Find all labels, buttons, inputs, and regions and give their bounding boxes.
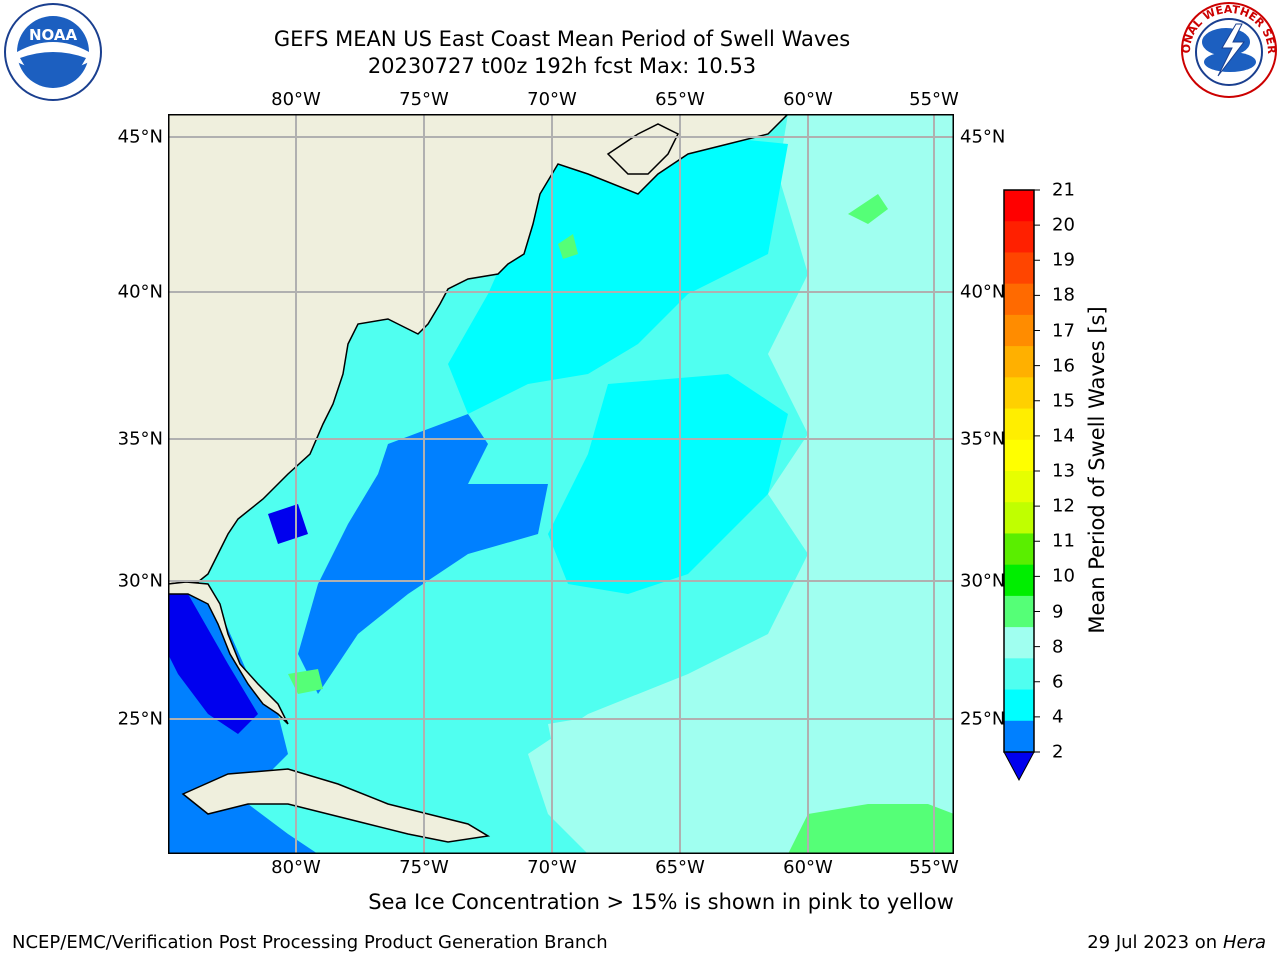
swell-region-2-4s <box>168 804 318 854</box>
colorbar-swatch <box>1004 283 1034 316</box>
sea-ice-note: Sea Ice Concentration > 15% is shown in … <box>368 890 954 914</box>
swell-region-9-10s <box>558 234 578 259</box>
colorbar-tick-label: 16 <box>1052 355 1075 377</box>
colorbar-label: Mean Period of Swell Waves [s] <box>1085 306 1109 634</box>
land-north-america <box>168 114 790 585</box>
lat-label-left: 30°N <box>117 570 163 592</box>
swell-region-2-4s-deep <box>268 504 308 544</box>
colorbar-tick-label: 14 <box>1052 425 1075 447</box>
colorbar-tick-label: 8 <box>1052 636 1064 658</box>
colorbar-tick-label: 18 <box>1052 284 1075 306</box>
colorbar-swatch <box>1004 658 1034 691</box>
colorbar-swatch <box>1004 689 1034 722</box>
colorbar-swatch <box>1004 439 1034 472</box>
swell-period-map <box>168 114 954 854</box>
colorbar-swatch <box>1004 627 1034 659</box>
footer-host: Hera <box>1222 932 1266 953</box>
swell-region-9-10s <box>848 194 888 224</box>
chart-title: GEFS MEAN US East Coast Mean Period of S… <box>273 27 851 51</box>
colorbar-tick-label: 11 <box>1052 530 1075 552</box>
lon-label-top: 70°W <box>527 89 577 110</box>
footer-date-text: 29 Jul 2023 on <box>1087 932 1218 953</box>
lon-label-bottom: 70°W <box>527 857 577 878</box>
footer-date: 29 Jul 2023 on Hera <box>1087 932 1266 953</box>
swell-region-8-9s <box>548 714 638 794</box>
lon-label-bottom: 75°W <box>399 857 449 878</box>
colorbar-tick-label: 2 <box>1052 741 1064 763</box>
colorbar-tick-label: 17 <box>1052 320 1075 341</box>
lon-label-bottom: 80°W <box>271 857 321 878</box>
colorbar-swatch <box>1004 190 1034 222</box>
lon-label-bottom: 65°W <box>655 857 705 878</box>
graticule <box>168 114 954 854</box>
colorbar-swatch <box>1004 252 1034 285</box>
colorbar-tick-label: 19 <box>1052 249 1075 271</box>
lon-label-top: 80°W <box>271 89 321 110</box>
lat-label-right: 25°N <box>960 708 1006 730</box>
lat-label-right: 40°N <box>960 281 1006 303</box>
colorbar-tick-label: 20 <box>1052 214 1075 236</box>
colorbar-swatch <box>1004 471 1034 503</box>
lon-label-top: 75°W <box>399 89 449 110</box>
chart-subtitle: 20230727 t00z 192h fcst Max: 10.53 <box>367 54 757 78</box>
colorbar-tick-label: 21 <box>1052 179 1075 201</box>
colorbar-tick-label: 15 <box>1052 390 1075 412</box>
colorbar-swatch <box>1004 564 1034 597</box>
colorbar-swatch <box>1004 502 1034 534</box>
colorbar-swatch <box>1004 720 1034 753</box>
colorbar-tick-label: 9 <box>1052 601 1064 622</box>
lon-label-top: 60°W <box>783 89 833 110</box>
footer-credit: NCEP/EMC/Verification Post Processing Pr… <box>12 932 608 953</box>
nws-logo: NATIONAL WEATHER SERVICE <box>1178 0 1278 98</box>
lon-label-bottom: 55°W <box>909 857 959 878</box>
colorbar-swatch <box>1004 408 1034 441</box>
lat-label-left: 35°N <box>117 428 163 450</box>
colorbar <box>1003 189 1040 782</box>
lat-label-right: 45°N <box>960 126 1006 148</box>
swell-region-6s <box>548 374 788 594</box>
colorbar-tick-label: 12 <box>1052 495 1075 517</box>
lat-label-right: 30°N <box>960 570 1006 592</box>
lat-label-left: 45°N <box>117 126 163 148</box>
svg-text:NOAA: NOAA <box>29 26 78 44</box>
colorbar-swatch <box>1004 314 1034 347</box>
swell-region-9-10s <box>788 804 954 854</box>
colorbar-swatch <box>1004 346 1034 378</box>
swell-region-2-4s-deep <box>168 594 258 734</box>
lat-label-left: 25°N <box>117 708 163 730</box>
colorbar-swatch <box>1004 533 1034 566</box>
lon-label-top: 65°W <box>655 89 705 110</box>
colorbar-extend-arrow <box>1003 751 1035 782</box>
noaa-logo: NOAA <box>4 3 102 101</box>
lat-label-right: 35°N <box>960 428 1006 450</box>
colorbar-tick-label: 13 <box>1052 460 1075 482</box>
lon-label-bottom: 60°W <box>783 857 833 878</box>
lat-label-left: 40°N <box>117 281 163 303</box>
colorbar-swatch <box>1004 221 1034 253</box>
colorbar-swatch <box>1004 377 1034 410</box>
swell-region-8-9s <box>528 114 954 854</box>
land-cuba <box>181 768 491 843</box>
colorbar-swatch <box>1004 595 1034 628</box>
colorbar-tick-label: 10 <box>1052 565 1075 587</box>
colorbar-tick-label: 6 <box>1052 671 1064 693</box>
colorbar-tick-label: 4 <box>1052 706 1064 728</box>
lon-label-top: 55°W <box>909 89 959 110</box>
